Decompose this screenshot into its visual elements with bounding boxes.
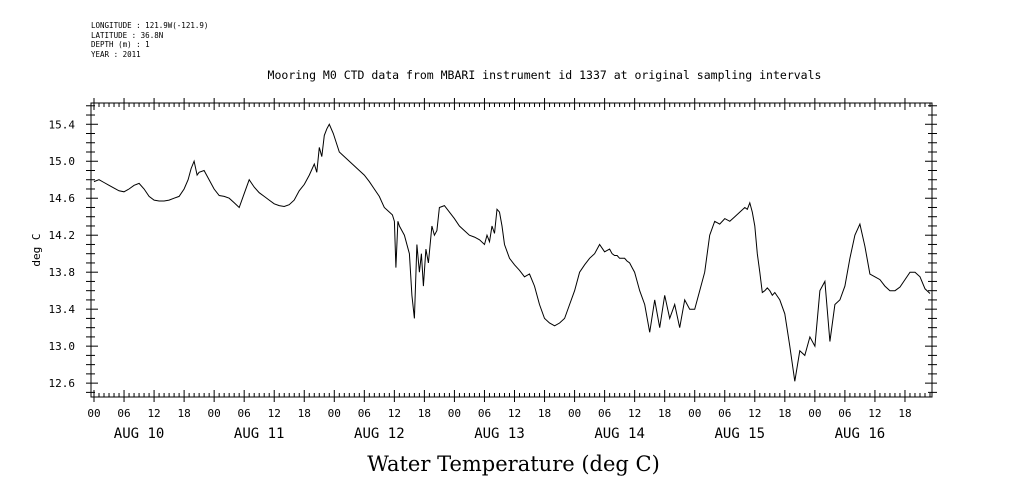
series-line	[93, 123, 931, 382]
x-hour-label: 06	[238, 407, 251, 420]
y-axis: 12.6 13.0 13.4 13.8 14.2 14.6 15.0 15.4	[49, 105, 937, 393]
x-day-label: AUG 13	[474, 426, 525, 442]
x-hour-label: 18	[418, 407, 431, 420]
x-hour-label: 12	[268, 407, 281, 420]
chart-title: Mooring M0 CTD data from MBARI instrumen…	[267, 68, 822, 82]
x-hour-label: 18	[298, 407, 311, 420]
x-hour-label: 00	[448, 407, 461, 420]
x-hour-label: 12	[748, 407, 761, 420]
x-hour-label: 12	[388, 407, 401, 420]
x-hour-label: 00	[87, 407, 100, 420]
x-hour-label: 18	[778, 407, 791, 420]
x-hour-label: 00	[328, 407, 341, 420]
year-text: YEAR : 2011	[91, 49, 141, 59]
x-hour-label: 12	[868, 407, 881, 420]
x-hour-label: 18	[538, 407, 551, 420]
y-tick-label: 13.4	[49, 303, 76, 316]
plot-frame	[90, 102, 933, 398]
y-tick-label: 15.4	[49, 118, 76, 131]
x-day-label: AUG 14	[594, 426, 645, 442]
x-hour-label: 00	[688, 407, 701, 420]
y-axis-label: deg C	[30, 233, 43, 266]
x-hour-label: 06	[838, 407, 851, 420]
x-hour-label: 12	[508, 407, 521, 420]
x-hour-label: 12	[147, 407, 160, 420]
x-hour-label: 06	[117, 407, 130, 420]
x-day-label: AUG 11	[234, 426, 285, 442]
x-day-label: AUG 10	[114, 426, 165, 442]
x-axis-title: Water Temperature (deg C)	[367, 452, 660, 476]
x-hour-label: 06	[598, 407, 611, 420]
latitude-text: LATITUDE : 36.8N	[91, 30, 164, 40]
y-tick-label: 13.0	[49, 340, 76, 353]
x-hour-label: 18	[658, 407, 671, 420]
y-tick-label: 12.6	[49, 377, 76, 390]
x-hour-label: 00	[568, 407, 581, 420]
x-hour-label: 00	[808, 407, 821, 420]
y-tick-label: 14.6	[49, 192, 76, 205]
y-tick-label: 14.2	[49, 229, 76, 242]
x-hour-label: 00	[208, 407, 221, 420]
x-hour-label: 06	[718, 407, 731, 420]
metadata-block: LONGITUDE : 121.9W(-121.9) LATITUDE : 36…	[91, 21, 208, 59]
y-tick-label: 13.8	[49, 266, 76, 279]
depth-text: DEPTH (m) : 1	[91, 40, 150, 49]
x-day-label: AUG 16	[835, 426, 886, 442]
x-day-label: AUG 15	[714, 426, 765, 442]
x-hour-label: 18	[898, 407, 911, 420]
longitude-text: LONGITUDE : 121.9W(-121.9)	[91, 21, 209, 30]
y-tick-label: 15.0	[49, 155, 76, 168]
x-axis: 00 06 12 18 00 06 12 18 00 06 12 18 00 06 12 18 00 06 12 18…	[87, 98, 931, 442]
x-hour-label: 06	[478, 407, 491, 420]
x-hour-label: 12	[628, 407, 641, 420]
x-hour-label: 06	[358, 407, 371, 420]
x-hour-label: 18	[177, 407, 190, 420]
x-day-label: AUG 12	[354, 426, 405, 442]
